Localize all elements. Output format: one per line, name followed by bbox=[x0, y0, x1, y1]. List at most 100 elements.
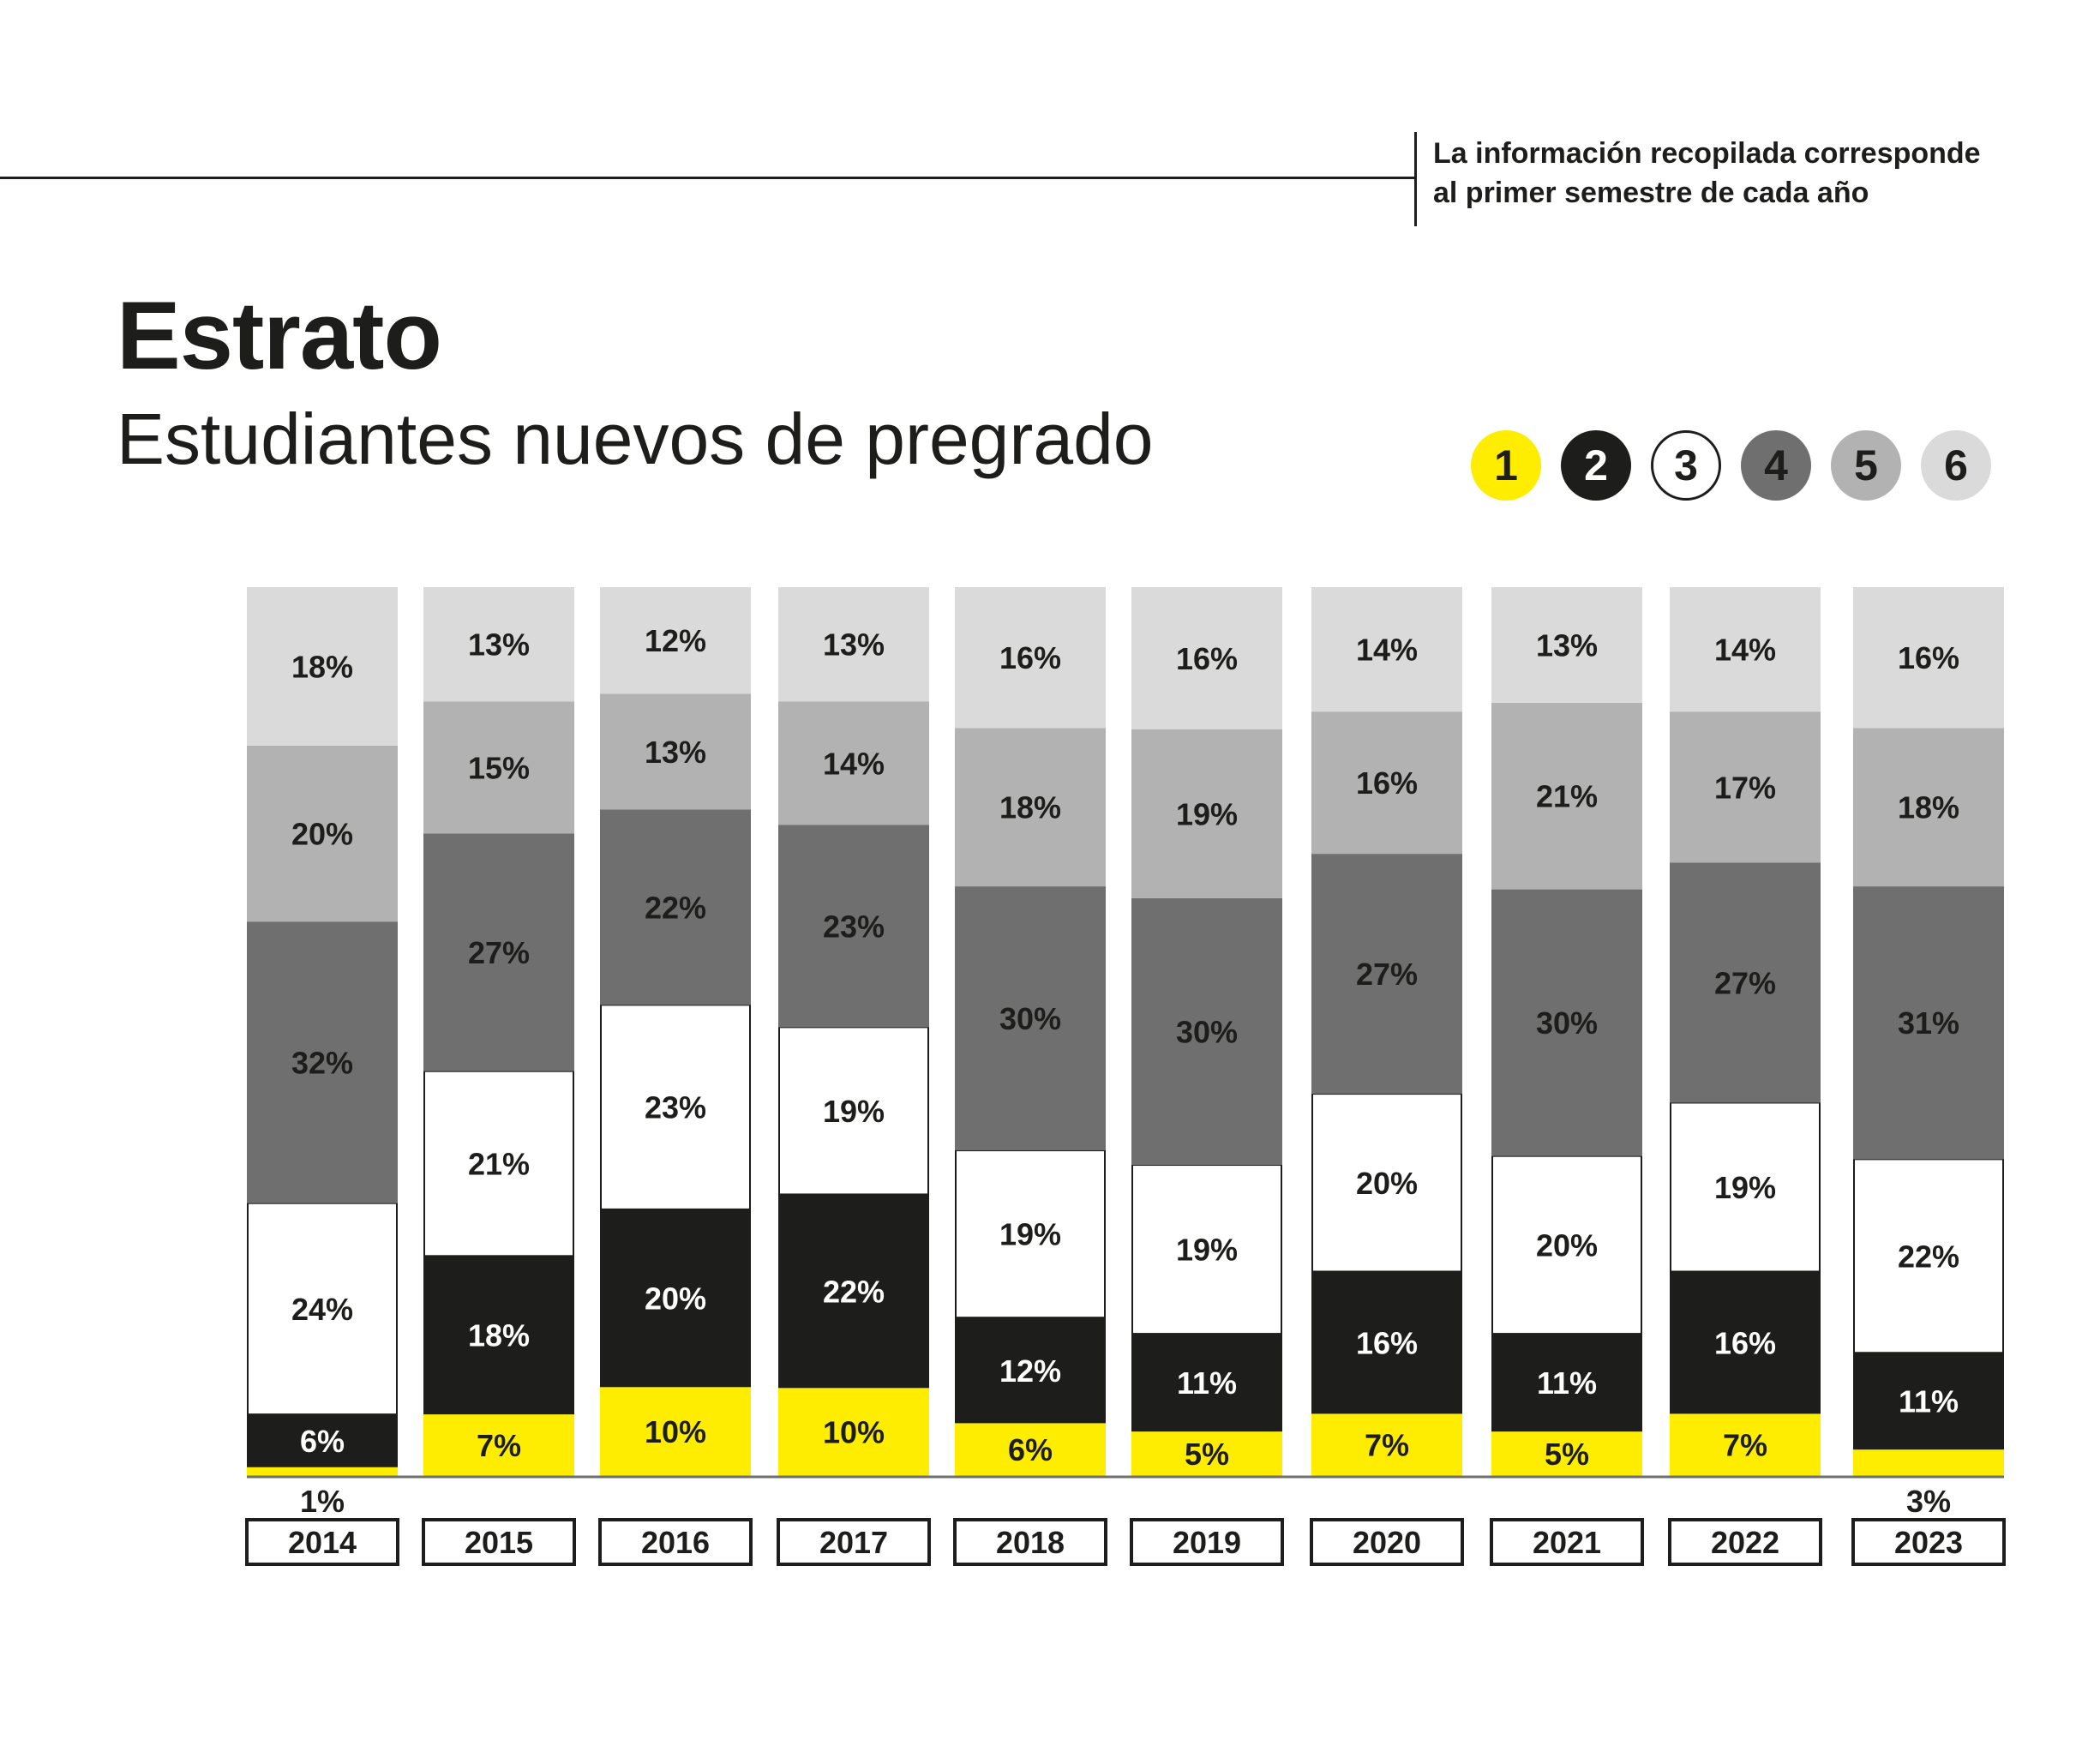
data-label-2018-estrato-6: 16% bbox=[999, 640, 1061, 675]
data-label-2016-estrato-5: 13% bbox=[645, 735, 706, 770]
bar-segment-2023-estrato-2 bbox=[1853, 1353, 2004, 1450]
bar-group-2016: 10% 20% 23% 22% 13% 12% 2016 bbox=[598, 587, 753, 1566]
data-label-2020-estrato-5: 16% bbox=[1356, 765, 1418, 801]
bar-segment-2018-estrato-6 bbox=[955, 587, 1106, 729]
bar-group-2015: 7% 18% 21% 27% 15% 13% 2015 bbox=[422, 587, 576, 1566]
x-tick-label-2014: 2014 bbox=[288, 1525, 357, 1560]
bar-group-2020: 7% 16% 20% 27% 16% 14% 2020 bbox=[1310, 587, 1464, 1566]
bar-segment-2022-estrato-3 bbox=[1670, 1101, 1821, 1273]
year-box-2019 bbox=[1130, 1518, 1284, 1566]
top-rule-divider bbox=[0, 177, 1416, 179]
year-box-2016 bbox=[598, 1518, 753, 1566]
data-label-2015-estrato-1: 7% bbox=[477, 1428, 521, 1463]
bar-segment-2016-estrato-4 bbox=[600, 809, 751, 1005]
bar-segment-2023-estrato-1 bbox=[1853, 1449, 2004, 1476]
data-label-2014-estrato-2: 6% bbox=[300, 1424, 345, 1459]
legend-item-estrato-1: 1 bbox=[1471, 430, 1541, 501]
chart-title: Estrato bbox=[117, 282, 442, 389]
data-label-2022-estrato-4: 27% bbox=[1714, 965, 1776, 1000]
data-label-2021-estrato-1: 5% bbox=[1545, 1437, 1589, 1472]
data-label-2020-estrato-2: 16% bbox=[1356, 1325, 1418, 1360]
data-label-2020-estrato-6: 14% bbox=[1356, 633, 1418, 668]
data-label-2015-estrato-3: 21% bbox=[468, 1147, 530, 1182]
bar-segment-2014-estrato-5 bbox=[247, 745, 398, 922]
data-label-2021-estrato-5: 21% bbox=[1536, 779, 1598, 814]
bar-segment-2023-estrato-3 bbox=[1853, 1158, 2004, 1354]
data-label-2021-estrato-3: 20% bbox=[1536, 1227, 1598, 1263]
data-note: La información recopilada corresponde al… bbox=[1433, 134, 1981, 213]
bar-segment-2020-estrato-6 bbox=[1311, 587, 1462, 712]
data-label-2017-estrato-3: 19% bbox=[823, 1094, 885, 1129]
data-label-2022-estrato-1: 7% bbox=[1723, 1428, 1767, 1463]
data-label-2017-estrato-4: 23% bbox=[823, 909, 885, 944]
year-box-2017 bbox=[777, 1518, 931, 1566]
bar-segment-2019-estrato-4 bbox=[1131, 897, 1282, 1166]
bar-segment-2016-estrato-3 bbox=[600, 1004, 751, 1210]
data-label-2015-estrato-6: 13% bbox=[468, 627, 530, 663]
data-label-2019-estrato-1: 5% bbox=[1185, 1437, 1229, 1472]
data-label-2019-estrato-5: 19% bbox=[1176, 796, 1238, 831]
bar-segment-2019-estrato-5 bbox=[1131, 729, 1282, 898]
data-label-2015-estrato-5: 15% bbox=[468, 750, 530, 785]
legend-item-estrato-6: 6 bbox=[1921, 430, 1991, 501]
data-label-2020-estrato-1: 7% bbox=[1365, 1428, 1409, 1463]
bar-segment-2014-estrato-3 bbox=[247, 1202, 398, 1416]
x-tick-label-2022: 2022 bbox=[1711, 1525, 1779, 1560]
bar-segment-2014-estrato-2 bbox=[247, 1414, 398, 1467]
year-box-2018 bbox=[953, 1518, 1107, 1566]
year-box-2015 bbox=[422, 1518, 576, 1566]
x-tick-label-2016: 2016 bbox=[641, 1525, 710, 1560]
bar-segment-2020-estrato-4 bbox=[1311, 854, 1462, 1095]
bar-segment-2014-estrato-6 bbox=[247, 587, 398, 746]
bar-segment-2021-estrato-4 bbox=[1491, 889, 1642, 1156]
bar-segment-2018-estrato-1 bbox=[955, 1423, 1106, 1476]
data-label-2014-estrato-5: 20% bbox=[291, 816, 353, 851]
bar-segment-2021-estrato-6 bbox=[1491, 587, 1642, 703]
bar-group-2023: 3% 11% 22% 31% 18% 16% 2023 bbox=[1851, 587, 2006, 1566]
bar-segment-2019-estrato-3 bbox=[1131, 1164, 1282, 1335]
data-label-2020-estrato-3: 20% bbox=[1356, 1166, 1418, 1201]
bar-segment-2018-estrato-5 bbox=[955, 728, 1106, 887]
data-label-2016-estrato-6: 12% bbox=[645, 623, 706, 658]
data-label-2023-estrato-1: 3% bbox=[1906, 1484, 1951, 1519]
bar-segment-2018-estrato-4 bbox=[955, 886, 1106, 1151]
bar-segment-2015-estrato-2 bbox=[423, 1256, 574, 1415]
data-label-2023-estrato-2: 11% bbox=[1899, 1384, 1959, 1419]
bar-segment-2016-estrato-5 bbox=[600, 693, 751, 810]
data-label-2016-estrato-1: 10% bbox=[645, 1414, 706, 1449]
bar-segment-2017-estrato-3 bbox=[778, 1026, 929, 1196]
data-label-2022-estrato-2: 16% bbox=[1714, 1325, 1776, 1360]
bar-segment-2017-estrato-5 bbox=[778, 701, 929, 825]
bar-segment-2020-estrato-3 bbox=[1311, 1093, 1462, 1273]
data-label-2017-estrato-1: 10% bbox=[823, 1415, 885, 1450]
data-label-2022-estrato-6: 14% bbox=[1714, 633, 1776, 668]
x-tick-label-2020: 2020 bbox=[1353, 1525, 1421, 1560]
legend: 1 2 3 4 5 6 bbox=[1471, 430, 1991, 501]
data-label-2019-estrato-6: 16% bbox=[1176, 641, 1238, 676]
data-label-2021-estrato-2: 11% bbox=[1537, 1365, 1597, 1401]
bar-segment-2017-estrato-4 bbox=[778, 825, 929, 1028]
bar-segment-2022-estrato-6 bbox=[1670, 587, 1821, 712]
bar-group-2019: 5% 11% 19% 30% 19% 16% 2019 bbox=[1130, 587, 1284, 1566]
bar-group-2022: 7% 16% 19% 27% 17% 14% 2022 bbox=[1668, 587, 1822, 1566]
bar-segment-2019-estrato-1 bbox=[1131, 1431, 1282, 1476]
data-label-2018-estrato-4: 30% bbox=[999, 1001, 1061, 1036]
x-tick-label-2023: 2023 bbox=[1894, 1525, 1963, 1560]
year-box-2020 bbox=[1310, 1518, 1464, 1566]
legend-item-estrato-3: 3 bbox=[1651, 430, 1721, 501]
bar-segment-2018-estrato-3 bbox=[955, 1149, 1106, 1319]
data-label-2023-estrato-6: 16% bbox=[1898, 640, 1959, 675]
data-label-2018-estrato-5: 18% bbox=[999, 790, 1061, 825]
bar-segment-2022-estrato-4 bbox=[1670, 862, 1821, 1103]
bar-segment-2020-estrato-1 bbox=[1311, 1413, 1462, 1476]
x-tick-label-2015: 2015 bbox=[465, 1525, 533, 1560]
data-label-2023-estrato-4: 31% bbox=[1898, 1005, 1959, 1041]
bar-segment-2018-estrato-2 bbox=[955, 1317, 1106, 1424]
bar-segment-2016-estrato-6 bbox=[600, 587, 751, 694]
data-label-2018-estrato-1: 6% bbox=[1008, 1432, 1053, 1467]
bar-segment-2019-estrato-6 bbox=[1131, 587, 1282, 729]
chart-subtitle: Estudiantes nuevos de pregrado bbox=[117, 399, 1154, 479]
legend-item-estrato-5: 5 bbox=[1831, 430, 1901, 501]
year-box-2014 bbox=[245, 1518, 399, 1566]
bar-segment-2021-estrato-1 bbox=[1491, 1431, 1642, 1476]
